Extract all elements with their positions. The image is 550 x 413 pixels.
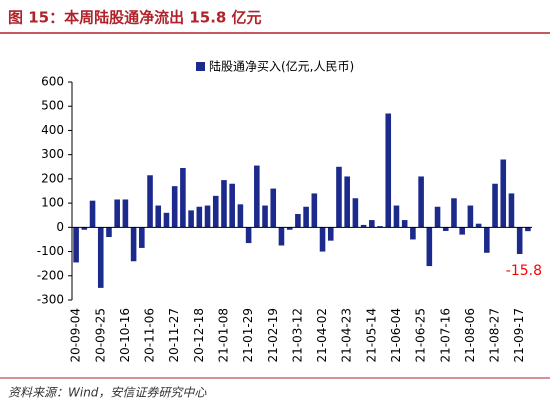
y-tick-label: 100 <box>41 196 64 210</box>
y-tick-label: 200 <box>41 171 64 185</box>
bar <box>122 199 129 228</box>
x-tick-label: 20-09-04 <box>69 308 83 362</box>
bar <box>377 226 383 228</box>
bar <box>73 227 79 263</box>
bar <box>459 227 465 235</box>
bar <box>139 227 145 248</box>
bar <box>270 188 277 228</box>
bar <box>262 205 268 228</box>
source: 资料来源：Wind，安信证券研究中心 <box>8 386 207 400</box>
bar <box>508 193 515 228</box>
bar <box>418 176 424 228</box>
x-tick-label: 21-09-17 <box>512 308 526 362</box>
bar <box>237 204 244 228</box>
y-tick-label: 500 <box>41 99 64 113</box>
legend-swatch <box>196 62 205 71</box>
bar <box>442 227 449 231</box>
x-tick-label: 21-04-02 <box>315 308 329 362</box>
bar <box>188 210 194 228</box>
y-tick-label: 600 <box>41 75 64 89</box>
bar <box>229 183 235 228</box>
x-tick-label: 21-07-16 <box>438 308 452 362</box>
bar <box>245 227 252 244</box>
bar <box>385 113 392 228</box>
x-tick-label: 21-04-23 <box>340 308 354 362</box>
bar <box>171 186 178 228</box>
bar <box>254 165 260 228</box>
x-tick-label: 20-11-27 <box>167 308 181 362</box>
value-label: -15.8 <box>506 263 542 279</box>
x-tick-label: 21-06-25 <box>414 308 428 362</box>
bar <box>492 183 498 228</box>
bar <box>360 224 367 228</box>
bar <box>278 227 285 246</box>
bar <box>434 206 441 228</box>
bar <box>311 193 318 228</box>
bar <box>89 200 96 228</box>
y-tick-label: -300 <box>37 293 64 307</box>
bar <box>319 227 326 252</box>
bar <box>410 227 416 240</box>
bar <box>352 198 359 228</box>
bar <box>401 220 408 228</box>
x-tick-label: 21-08-06 <box>463 308 477 362</box>
bar <box>475 223 482 228</box>
bar <box>467 205 474 228</box>
bar <box>344 176 350 228</box>
bar <box>114 199 120 228</box>
bar <box>163 212 170 228</box>
bar <box>286 227 293 230</box>
x-tick-label: 20-10-16 <box>118 308 132 362</box>
legend-label: 陆股通净买入(亿元,人民币) <box>209 59 354 74</box>
bar <box>81 227 88 230</box>
x-tick-label: 21-01-08 <box>216 308 230 362</box>
bar <box>130 227 137 262</box>
bar <box>180 167 186 228</box>
bar <box>106 227 112 238</box>
y-tick-label: 400 <box>41 123 64 137</box>
bar <box>451 198 457 228</box>
bar <box>336 166 342 228</box>
bar <box>204 205 211 228</box>
x-tick-label: 21-05-14 <box>364 308 378 362</box>
y-tick-label: 0 <box>56 220 64 234</box>
x-tick-label: 21-06-04 <box>389 308 403 362</box>
x-tick-label: 20-11-06 <box>143 308 157 362</box>
y-tick-label: 300 <box>41 147 64 161</box>
bar <box>484 227 490 253</box>
bar <box>212 195 219 228</box>
x-tick-label: 20-12-18 <box>192 308 206 362</box>
bar <box>369 220 375 228</box>
y-tick-label: -100 <box>37 244 64 258</box>
bar <box>221 180 227 228</box>
bar <box>303 206 309 228</box>
bar <box>525 227 531 232</box>
bar <box>327 227 334 241</box>
x-tick-label: 21-08-27 <box>488 308 502 362</box>
bar <box>516 227 523 254</box>
y-tick-label: -200 <box>37 268 64 282</box>
x-tick-label: 20-09-25 <box>93 308 107 362</box>
x-tick-label: 21-02-19 <box>266 308 280 362</box>
bar <box>295 214 301 228</box>
x-tick-label: 21-03-12 <box>290 308 304 362</box>
bar <box>500 159 507 228</box>
bar <box>426 227 433 267</box>
bar <box>393 205 400 228</box>
bar <box>155 205 162 228</box>
x-tick-label: 21-01-29 <box>241 308 255 362</box>
bar <box>147 175 153 228</box>
chart-title: 图 15：本周陆股通净流出 15.8 亿元 <box>8 9 262 27</box>
bar <box>196 206 203 228</box>
bar <box>97 227 104 288</box>
